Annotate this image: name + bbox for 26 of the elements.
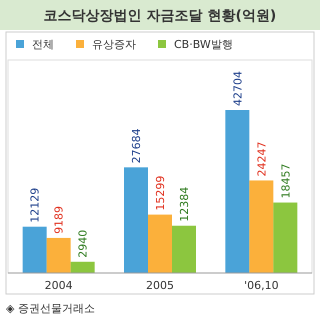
x-tick-label: '06,10	[244, 279, 279, 292]
data-label: 42704	[231, 71, 244, 106]
bar	[249, 180, 274, 273]
bar	[148, 214, 172, 273]
bar	[22, 226, 47, 273]
x-tick-label: 2005	[146, 279, 174, 292]
data-label: 2940	[76, 230, 90, 258]
bar	[225, 110, 250, 273]
legend-label: 전체	[32, 38, 54, 51]
bar	[70, 262, 95, 273]
bar	[124, 167, 148, 273]
legend-label: 유상증자	[92, 38, 136, 51]
data-label: 27684	[130, 128, 143, 164]
data-label: 24247	[255, 141, 268, 176]
text: ◈ 증권선물거래소	[6, 302, 95, 315]
bar	[172, 226, 196, 273]
bar	[46, 238, 71, 273]
chart-title: 코스닥상장법인 자금조달 현황(억원)	[44, 8, 276, 24]
data-label: 12129	[28, 188, 42, 223]
legend-label: CB·BW발행	[174, 38, 233, 51]
data-label: 12384	[178, 186, 191, 222]
x-tick-label: 2004	[44, 279, 73, 292]
data-label: 9189	[52, 206, 66, 234]
bar	[273, 202, 298, 273]
data-label: 18457	[279, 164, 292, 199]
data-label: 15299	[154, 176, 167, 211]
